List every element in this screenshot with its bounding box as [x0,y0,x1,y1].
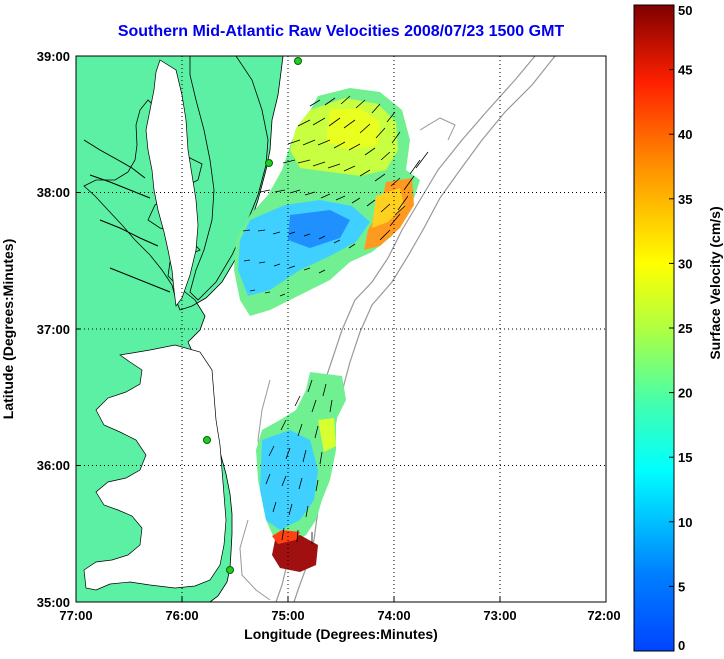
page-title: Southern Mid-Atlantic Raw Velocities 200… [117,23,565,40]
station-marker [265,159,273,167]
river-1 [83,139,171,293]
y-tick-label: 37:00 [37,322,70,337]
grid-lines [76,56,606,602]
peninsula [189,56,269,301]
colorbar-tick-label: 0 [678,638,685,653]
colorbar-tick-label: 45 [678,63,692,78]
colorbar-tick-label: 25 [678,321,692,336]
colorbar-tick-label: 15 [678,450,692,465]
x-tick-label: 72:00 [587,608,620,623]
sound-water [83,344,227,591]
colorbar-tick-label: 30 [678,256,692,271]
colorbar-tick-label: 35 [678,192,692,207]
bathymetry-contour-2 [293,56,556,602]
x-tick-label: 75:00 [271,608,304,623]
colorbar-tick-label: 40 [678,127,692,142]
station-markers [203,57,302,574]
x-axis-label: Longitude (Degrees:Minutes) [244,626,438,642]
y-tick-label: 36:00 [37,458,70,473]
velocity-field-north [234,88,420,316]
colorbar-tick-label: 20 [678,386,692,401]
x-tick-label: 73:00 [483,608,516,623]
colorbar-tick-label: 50 [678,3,692,18]
x-tick-label: 77:00 [59,608,92,623]
y-tick-label: 39:00 [37,49,70,64]
station-marker [226,566,234,574]
y-tick-label: 35:00 [37,595,70,610]
y-tick-label: 38:00 [37,185,70,200]
y-axis-label: Latitude (Degrees:Minutes) [0,239,16,419]
colorbar-ticks: 0 5 10 15 20 25 30 35 40 45 50 [669,3,692,653]
colorbar-label: Surface Velocity (cm/s) [707,206,723,359]
colorbar-tick-label: 5 [678,579,685,594]
velocity-field-south [256,372,346,572]
station-marker [294,57,302,65]
velocity-vectors [242,95,429,544]
x-tick-label: 74:00 [377,608,410,623]
chesapeake-bay [145,59,199,307]
colorbar [633,4,675,652]
station-marker [203,436,211,444]
x-tick-label: 76:00 [165,608,198,623]
tick-marks [75,55,607,603]
colorbar-tick-label: 10 [678,515,692,530]
